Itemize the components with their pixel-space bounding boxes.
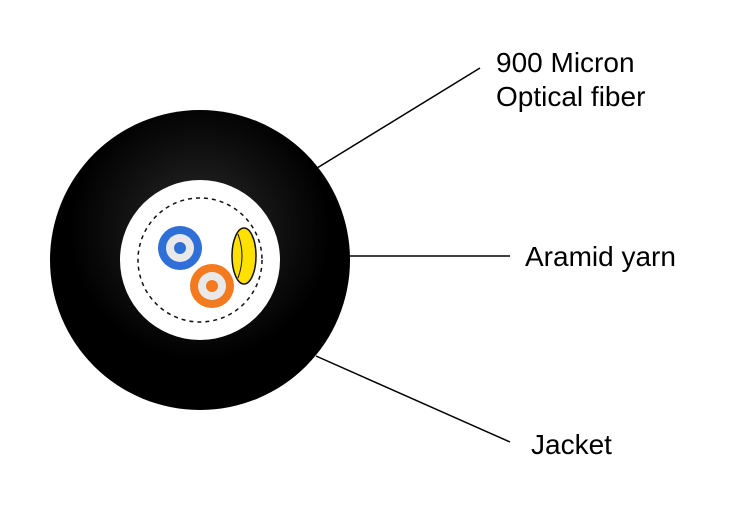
leader-line-2 (316, 356, 510, 442)
cable-cross-section (50, 110, 350, 410)
label-aramid-yarn: Aramid yarn (525, 240, 676, 274)
cable-cross-section-diagram: 900 Micron Optical fiber Aramid yarn Jac… (0, 0, 740, 521)
label-jacket: Jacket (531, 428, 612, 462)
label-line: Optical fiber (496, 81, 645, 112)
fiber-core-0 (174, 242, 186, 254)
label-900-micron-optical-fiber: 900 Micron Optical fiber (496, 46, 645, 113)
fiber-core-1 (206, 280, 218, 292)
label-line: 900 Micron (496, 47, 635, 78)
aramid-yarn-shape (232, 228, 256, 284)
